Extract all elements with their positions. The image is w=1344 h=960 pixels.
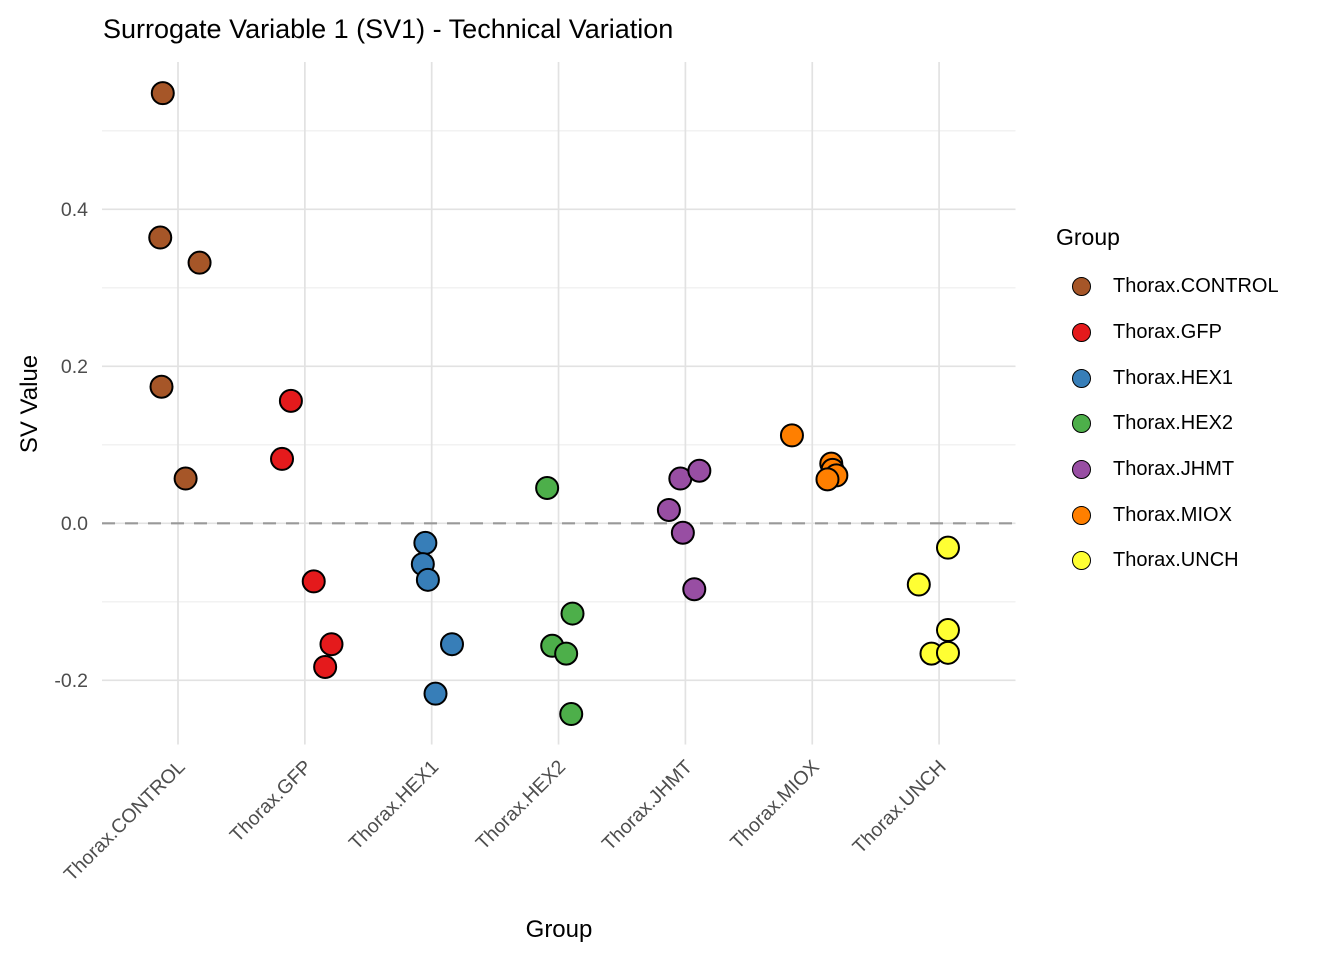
x-axis-title: Group: [525, 916, 593, 943]
y-tick-label: 0.2: [61, 356, 88, 378]
data-point: [187, 250, 212, 275]
legend-item: Thorax.GFP: [1056, 310, 1336, 356]
y-tick-label: -0.2: [54, 670, 88, 692]
legend-swatch-icon: [1072, 368, 1091, 388]
legend-swatch-icon: [1072, 323, 1091, 343]
legend: Group Thorax.CONTROL Thorax.GFP Thorax.HEX…: [1056, 224, 1336, 584]
data-point: [779, 423, 804, 448]
data-point: [935, 535, 960, 560]
y-axis-title: SV Value: [16, 354, 43, 454]
data-point: [670, 520, 695, 545]
legend-item-label: Thorax.UNCH: [1113, 549, 1239, 572]
legend-swatch-icon: [1072, 551, 1091, 571]
data-point: [173, 466, 198, 491]
data-point: [149, 374, 174, 399]
legend-item-label: Thorax.HEX2: [1113, 412, 1234, 435]
x-tick-label: Thorax.HEX1: [345, 756, 443, 854]
data-point: [313, 654, 338, 679]
legend-items: Thorax.CONTROL Thorax.GFP Thorax.HEX1 Thora…: [1056, 264, 1336, 584]
legend-item-label: Thorax.HEX1: [1113, 366, 1234, 389]
y-tick-label: 0.4: [61, 199, 88, 221]
legend-item: Thorax.HEX2: [1056, 401, 1336, 447]
data-point: [535, 475, 560, 500]
legend-title: Group: [1056, 224, 1120, 250]
data-point: [150, 81, 175, 106]
legend-swatch-icon: [1072, 414, 1091, 434]
x-tick-label: Thorax.UNCH: [849, 756, 951, 858]
data-point: [935, 640, 960, 665]
data-point: [423, 681, 448, 706]
legend-item-label: Thorax.JHMT: [1113, 458, 1235, 481]
data-point: [148, 225, 173, 250]
data-point: [656, 497, 681, 522]
data-point: [554, 641, 579, 666]
legend-item-label: Thorax.MIOX: [1113, 503, 1232, 526]
y-tick-label: 0.0: [61, 513, 88, 535]
legend-item: Thorax.HEX1: [1056, 355, 1336, 401]
legend-item: Thorax.UNCH: [1056, 538, 1336, 584]
data-point: [559, 702, 584, 727]
data-point: [687, 458, 712, 483]
data-point: [319, 632, 344, 657]
data-point: [413, 530, 438, 555]
x-tick-label: Thorax.JHMT: [598, 756, 697, 855]
data-point: [682, 577, 707, 602]
data-point: [270, 446, 295, 471]
legend-item: Thorax.CONTROL: [1056, 264, 1336, 310]
legend-item: Thorax.MIOX: [1056, 492, 1336, 538]
data-point: [560, 601, 585, 626]
legend-swatch-icon: [1072, 277, 1091, 297]
data-point: [906, 572, 931, 597]
legend-swatch-icon: [1072, 505, 1091, 525]
x-tick-label: Thorax.CONTROL: [60, 756, 190, 886]
x-tick-label: Thorax.HEX2: [472, 756, 570, 854]
plot-title: Surrogate Variable 1 (SV1) - Technical V…: [103, 14, 674, 44]
legend-item-label: Thorax.GFP: [1113, 321, 1222, 344]
data-point: [439, 632, 464, 657]
data-point: [815, 467, 840, 492]
legend-item: Thorax.JHMT: [1056, 447, 1336, 493]
data-point: [935, 618, 960, 643]
data-point: [301, 569, 326, 594]
data-point: [278, 388, 303, 413]
x-tick-label: Thorax.GFP: [226, 756, 317, 847]
legend-swatch-icon: [1072, 460, 1091, 480]
x-tick-label: Thorax.MIOX: [726, 756, 824, 854]
data-point: [415, 567, 440, 592]
legend-item-label: Thorax.CONTROL: [1113, 275, 1279, 298]
